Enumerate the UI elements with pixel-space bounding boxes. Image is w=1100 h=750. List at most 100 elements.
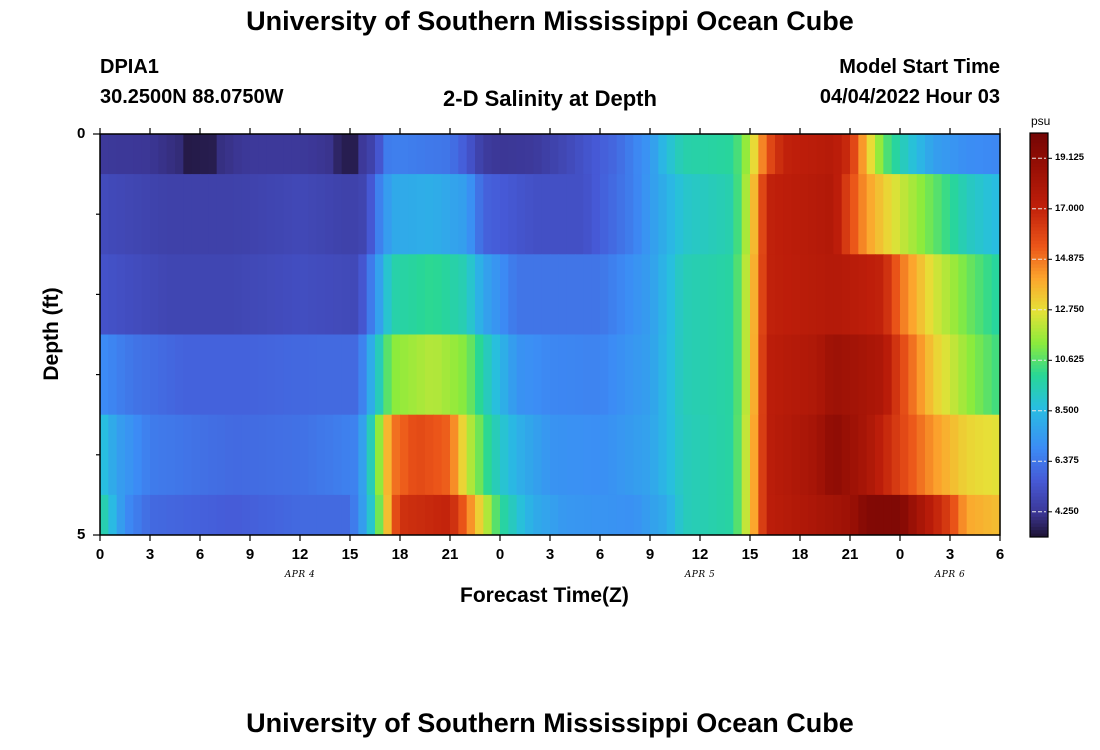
heatmap-cell [825,334,834,416]
heatmap-cell [950,414,959,496]
date-label: APR 4 [284,570,316,580]
heatmap-cell [625,254,634,335]
heatmap-cell [525,134,534,175]
heatmap-cell [425,414,434,496]
heatmap-cell [175,334,184,416]
heatmap-cell [866,174,876,255]
heatmap-cell [133,134,143,175]
heatmap-cell [416,134,426,175]
heatmap-cell [983,414,993,496]
heatmap-cell [891,174,901,255]
colorbar-segment [1030,533,1048,538]
heatmap-cell [316,254,326,335]
colorbar-segment [1030,516,1048,521]
heatmap-cell [775,494,784,536]
heatmap-cell [525,494,534,536]
heatmap-cell [675,174,684,255]
heatmap-cell [383,494,393,536]
heatmap-cell [991,334,1001,416]
heatmap-cell [625,414,634,496]
heatmap-cell [683,134,693,175]
colorbar-segment [1030,338,1048,343]
heatmap-cell [825,254,834,335]
heatmap-cell [800,334,809,416]
heatmap-cell [883,414,893,496]
heatmap-cell [575,174,584,255]
heatmap-cell [350,174,359,255]
heatmap-cell [958,254,968,335]
colorbar-segment [1030,267,1048,272]
heatmap-cell [200,134,209,175]
heatmap-cell [216,134,226,175]
heatmap-cell [358,334,368,416]
heatmap-cell [933,414,943,496]
heatmap-cell [175,134,184,175]
heatmap-cell [500,254,509,335]
heatmap-cell [150,174,159,255]
heatmap-cell [775,334,784,416]
colorbar-segment [1030,368,1048,373]
colorbar-segment [1030,446,1048,450]
heatmap-cell [750,414,759,496]
heatmap-cell [891,334,901,416]
heatmap-cell [158,334,168,416]
x-tick-label: 6 [595,546,605,563]
heatmap-cell [566,134,576,175]
heatmap-cell [866,494,876,536]
heatmap-cell [558,494,568,536]
heatmap-cell [166,134,176,175]
colorbar-segment [1030,398,1048,403]
heatmap-cell [541,174,551,255]
heatmap-cell [125,494,134,536]
heatmap-cell [108,334,118,416]
heatmap-cell [850,334,859,416]
heatmap-cell [791,174,801,255]
heatmap-cell [783,254,793,335]
colorbar-segment [1030,324,1048,329]
heatmap-cell [750,254,759,335]
heatmap-cell [875,334,884,416]
page-title: University of Southern Mississippi Ocean… [246,6,854,36]
heatmap-cell [308,134,318,175]
heatmap-cell [875,414,884,496]
heatmap-cell [383,134,393,175]
colorbar-segment [1030,335,1048,339]
heatmap-cell [308,414,318,496]
colorbar-segment [1030,240,1048,245]
heatmap-cell [183,334,193,416]
heatmap-cell [283,494,293,536]
colorbar-segment [1030,526,1048,531]
heatmap-cell [358,494,368,536]
heatmap-cell [591,414,601,496]
heatmap-cell [700,134,709,175]
colorbar-segment [1030,405,1048,410]
heatmap-cell [225,254,234,335]
heatmap-cell [308,334,318,416]
colorbar-segment [1030,382,1048,386]
heatmap-cell [916,134,926,175]
heatmap-cell [475,334,484,416]
heatmap-cell [375,334,384,416]
heatmap-cell [700,334,709,416]
heatmap-cell [516,414,526,496]
heatmap-cell [266,134,276,175]
heatmap-cell [400,414,409,496]
heatmap-cell [691,174,701,255]
heatmap-cell [783,494,793,536]
heatmap-cell [958,334,968,416]
heatmap-cell [450,494,459,536]
heatmap-cell [491,494,501,536]
colorbar-segment [1030,442,1048,447]
heatmap-cell [841,134,851,175]
heatmap-cell [316,174,326,255]
heatmap-cell [650,254,659,335]
heatmap-cell [491,174,501,255]
heatmap-cell [791,334,801,416]
heatmap-cell [675,414,684,496]
colorbar-segment [1030,139,1048,144]
heatmap-cell [275,254,284,335]
model-start-label: Model Start Time [839,56,1000,78]
heatmap-cell [525,174,534,255]
heatmap-cell [758,334,768,416]
